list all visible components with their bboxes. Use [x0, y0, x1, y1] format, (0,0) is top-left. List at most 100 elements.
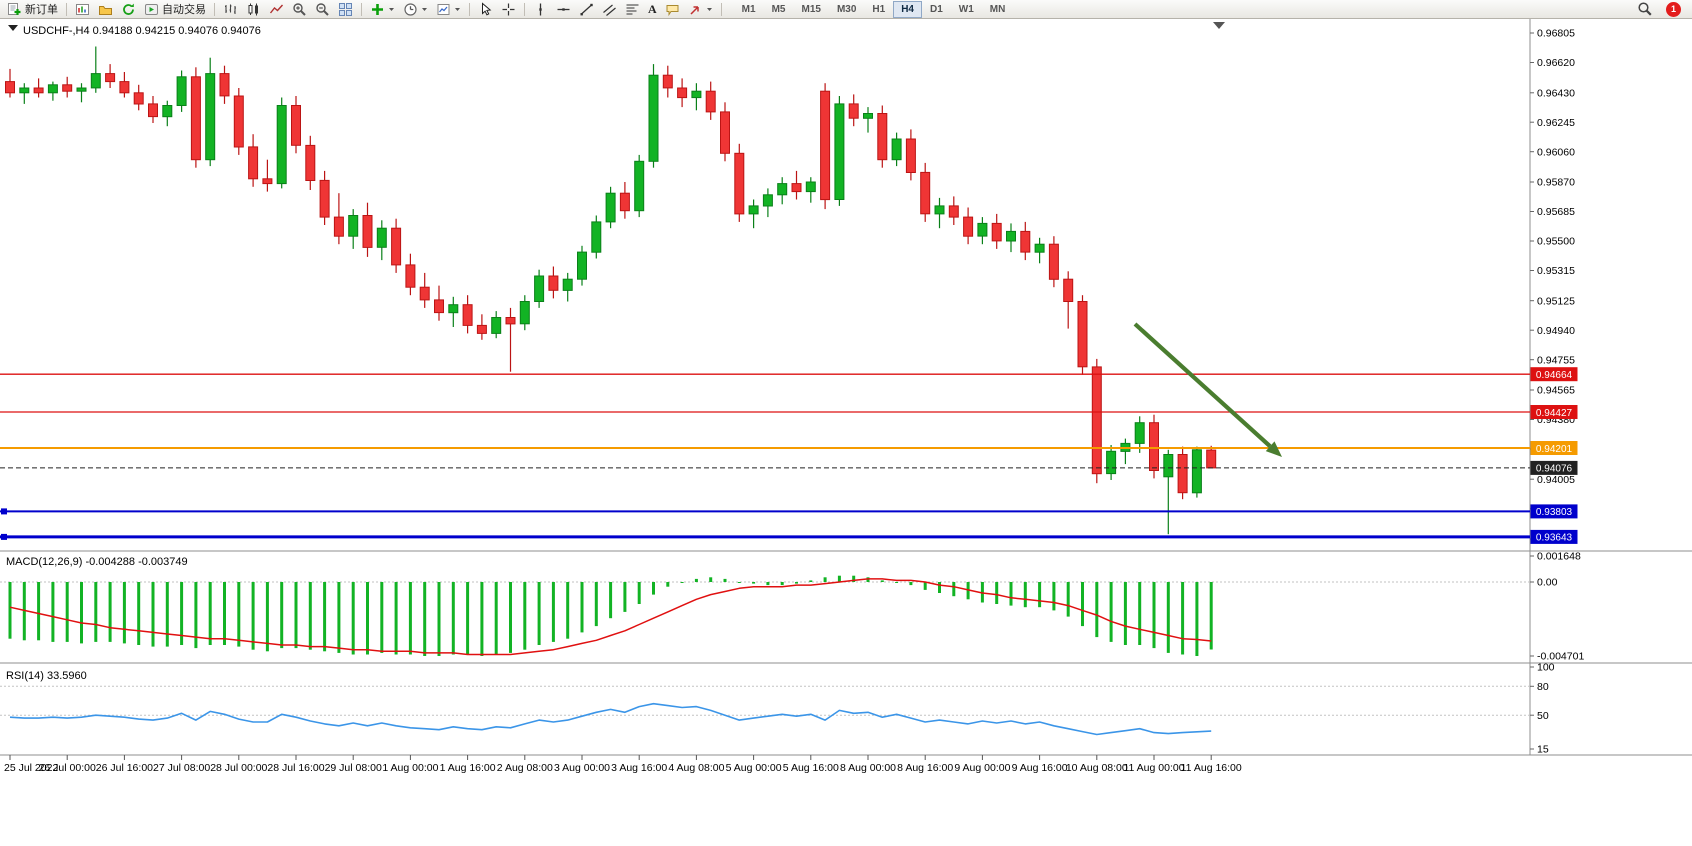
timeframe-h4-button[interactable]: H4	[893, 0, 922, 18]
svg-text:0.93803: 0.93803	[1536, 507, 1573, 518]
timeframe-mn-button[interactable]: MN	[982, 1, 1014, 18]
svg-text:0.94565: 0.94565	[1537, 385, 1575, 397]
timeframe-m30-button[interactable]: M30	[829, 1, 864, 18]
svg-text:0.95685: 0.95685	[1537, 206, 1575, 218]
toolbar-separator	[720, 2, 722, 16]
svg-text:1 Aug 16:00: 1 Aug 16:00	[440, 762, 496, 774]
candlestick-mode-button[interactable]	[242, 1, 265, 18]
tile-windows-button[interactable]	[334, 1, 357, 18]
svg-text:11 Aug 16:00: 11 Aug 16:00	[1181, 762, 1242, 774]
support-line-2-handle[interactable]	[1, 533, 7, 540]
new-order-label: 新订单	[25, 4, 58, 16]
svg-text:1 Aug 00:00: 1 Aug 00:00	[382, 762, 438, 774]
fibonacci-button[interactable]	[621, 1, 644, 18]
timeframe-m15-button[interactable]: M15	[793, 1, 828, 18]
rsi-label: RSI(14) 33.5960	[6, 670, 87, 682]
indicators-button[interactable]	[366, 1, 399, 18]
macd-label: MACD(12,26,9) -0.004288 -0.003749	[6, 556, 188, 568]
support-line-1-handle[interactable]	[1, 508, 7, 515]
chart-background	[0, 19, 1692, 841]
arrows-button[interactable]	[684, 1, 717, 18]
channel-button[interactable]	[598, 1, 621, 18]
text-label-button[interactable]	[661, 1, 684, 18]
svg-text:8 Aug 00:00: 8 Aug 00:00	[840, 762, 896, 774]
timeframe-w1-button[interactable]: W1	[951, 1, 982, 18]
svg-text:0.96430: 0.96430	[1537, 87, 1575, 99]
resistance-line-1-price-badge: 0.94664	[1530, 367, 1578, 382]
search-button[interactable]	[1633, 1, 1657, 18]
profiles-folder-icon	[98, 2, 113, 17]
new-order-button[interactable]: 新订单	[3, 1, 62, 18]
svg-text:26 Jul 16:00: 26 Jul 16:00	[96, 762, 153, 774]
new-chart-button[interactable]	[71, 1, 94, 18]
candlesticks	[5, 46, 1217, 535]
toolbar-separator	[66, 2, 67, 16]
templates-button[interactable]	[432, 1, 465, 18]
vertical-line-button[interactable]	[529, 1, 552, 18]
vertical-line-icon	[533, 2, 548, 17]
clock-icon	[403, 2, 418, 17]
zoom-in-button[interactable]	[288, 1, 311, 18]
svg-text:28 Jul 00:00: 28 Jul 00:00	[210, 762, 267, 774]
trendline-button[interactable]	[575, 1, 598, 18]
chart-canvas[interactable]: USDCHF-,H4 0.94188 0.94215 0.94076 0.940…	[0, 19, 1692, 841]
autotrading-button[interactable]: 自动交易	[140, 1, 210, 18]
profiles-button[interactable]	[94, 1, 117, 18]
horizontal-line-button[interactable]	[552, 1, 575, 18]
indicators-plus-icon	[370, 2, 385, 17]
new-order-icon	[7, 2, 22, 17]
svg-text:0.95315: 0.95315	[1537, 265, 1575, 277]
svg-text:0.94755: 0.94755	[1537, 354, 1575, 366]
zoom-out-button[interactable]	[311, 1, 334, 18]
trend-arrow-annotation[interactable]	[1133, 322, 1282, 457]
svg-text:-0.004701: -0.004701	[1537, 651, 1584, 663]
svg-text:100: 100	[1537, 662, 1555, 674]
toolbar-separator	[361, 2, 362, 16]
timeframe-m1-button[interactable]: M1	[734, 1, 764, 18]
svg-text:0.95500: 0.95500	[1537, 236, 1575, 248]
text-button[interactable]: A	[644, 1, 661, 18]
timeframe-d1-button[interactable]: D1	[922, 1, 951, 18]
price-chart[interactable]: USDCHF-,H4 0.94188 0.94215 0.94076 0.940…	[0, 19, 1692, 841]
toolbar-right-group: 1	[1633, 1, 1689, 18]
collapse-triangle-icon[interactable]	[8, 25, 18, 31]
notifications-button[interactable]: 1	[1662, 1, 1685, 18]
svg-text:0.94005: 0.94005	[1537, 474, 1575, 486]
fibonacci-icon	[625, 2, 640, 17]
svg-text:8 Aug 16:00: 8 Aug 16:00	[897, 762, 953, 774]
autotrading-label: 自动交易	[162, 4, 206, 16]
candlestick-icon	[246, 2, 261, 17]
line-chart-mode-button[interactable]	[265, 1, 288, 18]
crosshair-icon	[501, 2, 516, 17]
new-chart-icon	[75, 2, 90, 17]
svg-text:50: 50	[1537, 710, 1549, 722]
line-chart-icon	[269, 2, 284, 17]
chart-title: USDCHF-,H4 0.94188 0.94215 0.94076 0.940…	[8, 25, 261, 37]
cursor-button[interactable]	[474, 1, 497, 18]
macd-signal-line	[9, 578, 1212, 656]
support-line-1-price-badge: 0.93803	[1530, 504, 1578, 519]
chevron-down-icon	[388, 2, 395, 16]
svg-text:0.95870: 0.95870	[1537, 177, 1575, 189]
price-axis[interactable]: 0.96805 0.96620 0.96430 0.96245 0.96060 0.958…	[1530, 28, 1578, 546]
timeframe-m5-button[interactable]: M5	[764, 1, 794, 18]
periods-menu-button[interactable]	[399, 1, 432, 18]
svg-text:26 Jul 00:00: 26 Jul 00:00	[39, 762, 96, 774]
chart-shift-marker[interactable]	[1213, 22, 1225, 29]
timeframe-h1-button[interactable]: H1	[864, 1, 893, 18]
current-price-line-price-badge: 0.94076	[1530, 460, 1578, 475]
timeframe-group: M1 M5 M15 M30 H1 H4 D1 W1 MN	[734, 0, 1014, 18]
svg-text:25 Jul 2022: 25 Jul 2022	[4, 762, 58, 774]
svg-text:0.93643: 0.93643	[1536, 533, 1573, 544]
svg-text:9 Aug 16:00: 9 Aug 16:00	[1012, 762, 1068, 774]
bar-chart-mode-button[interactable]	[219, 1, 242, 18]
crosshair-button[interactable]	[497, 1, 520, 18]
text-label-icon	[665, 2, 680, 17]
svg-text:0.001648: 0.001648	[1537, 551, 1581, 563]
resistance-line-2-price-badge: 0.94427	[1530, 405, 1578, 419]
svg-text:15: 15	[1537, 744, 1549, 756]
svg-text:4 Aug 08:00: 4 Aug 08:00	[668, 762, 724, 774]
refresh-button[interactable]	[117, 1, 140, 18]
svg-text:0.96245: 0.96245	[1537, 117, 1575, 129]
